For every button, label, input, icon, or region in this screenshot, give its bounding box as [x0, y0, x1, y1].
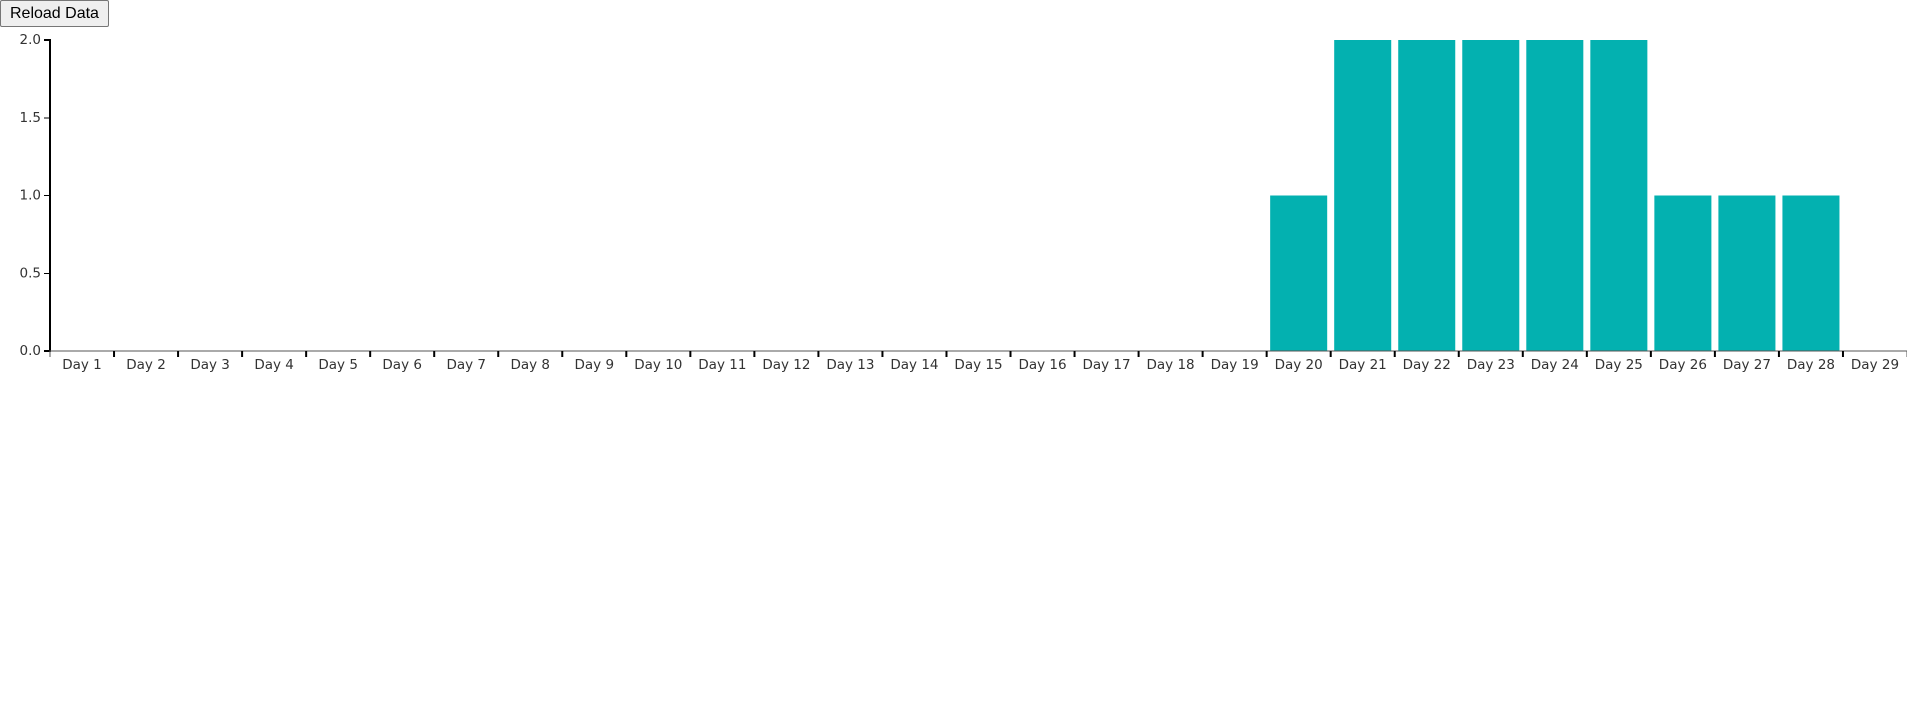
x-tick-label: Day 8	[510, 357, 550, 373]
x-tick-label: Day 7	[446, 357, 486, 373]
x-tick-label: Day 4	[254, 357, 294, 373]
x-tick-label: Day 19	[1211, 357, 1259, 373]
bar-day-22	[1398, 40, 1456, 351]
x-tick-label: Day 25	[1595, 357, 1643, 373]
y-tick-label: 2.0	[20, 32, 41, 48]
x-tick-label: Day 2	[126, 357, 166, 373]
x-tick-label: Day 12	[762, 357, 810, 373]
bar-day-21	[1334, 40, 1392, 351]
reload-data-button[interactable]: Reload Data	[0, 0, 109, 27]
y-axis: 0.0 0.5 1.0 1.5 2.0	[20, 32, 51, 359]
y-tick-label: 0.0	[20, 343, 41, 359]
x-tick-label: Day 29	[1851, 357, 1899, 373]
x-tick-label: Day 22	[1403, 357, 1451, 373]
x-tick-label: Day 23	[1467, 357, 1515, 373]
bar-day-27	[1718, 195, 1776, 351]
x-tick-label: Day 26	[1659, 357, 1707, 373]
x-tick-label: Day 24	[1531, 357, 1579, 373]
x-tick-label: Day 16	[1018, 357, 1066, 373]
x-axis-line	[49, 350, 1907, 357]
y-tick-label: 1.0	[20, 188, 41, 204]
x-tick-label: Day 20	[1275, 357, 1323, 373]
x-tick-label: Day 21	[1339, 357, 1387, 373]
x-tick-label: Day 10	[634, 357, 682, 373]
bar-day-26	[1654, 195, 1712, 351]
bars	[1270, 40, 1840, 351]
y-tick-label: 0.5	[20, 265, 41, 281]
x-tick-label: Day 15	[954, 357, 1002, 373]
x-axis: Day 1 Day 2 Day 3 Day 4 Day 5 Day 6 Day 7 Day 8…	[49, 350, 1907, 373]
bar-day-24	[1526, 40, 1584, 351]
x-tick-label: Day 9	[575, 357, 615, 373]
x-tick-label: Day 28	[1787, 357, 1835, 373]
x-tick-label: Day 17	[1082, 357, 1130, 373]
x-tick-label: Day 27	[1723, 357, 1771, 373]
y-tick-label: 1.5	[20, 110, 41, 126]
x-tick-label: Day 3	[190, 357, 230, 373]
x-tick-label: Day 6	[382, 357, 422, 373]
x-tick-label: Day 5	[318, 357, 358, 373]
bar-day-20	[1270, 195, 1328, 351]
x-tick-label: Day 13	[826, 357, 874, 373]
x-tick-label: Day 1	[62, 357, 102, 373]
bar-day-23	[1462, 40, 1520, 351]
x-tick-label: Day 14	[890, 357, 938, 373]
x-tick-label: Day 11	[698, 357, 746, 373]
x-tick-label: Day 18	[1147, 357, 1195, 373]
bar-day-28	[1782, 195, 1840, 351]
bar-day-25	[1590, 40, 1648, 351]
